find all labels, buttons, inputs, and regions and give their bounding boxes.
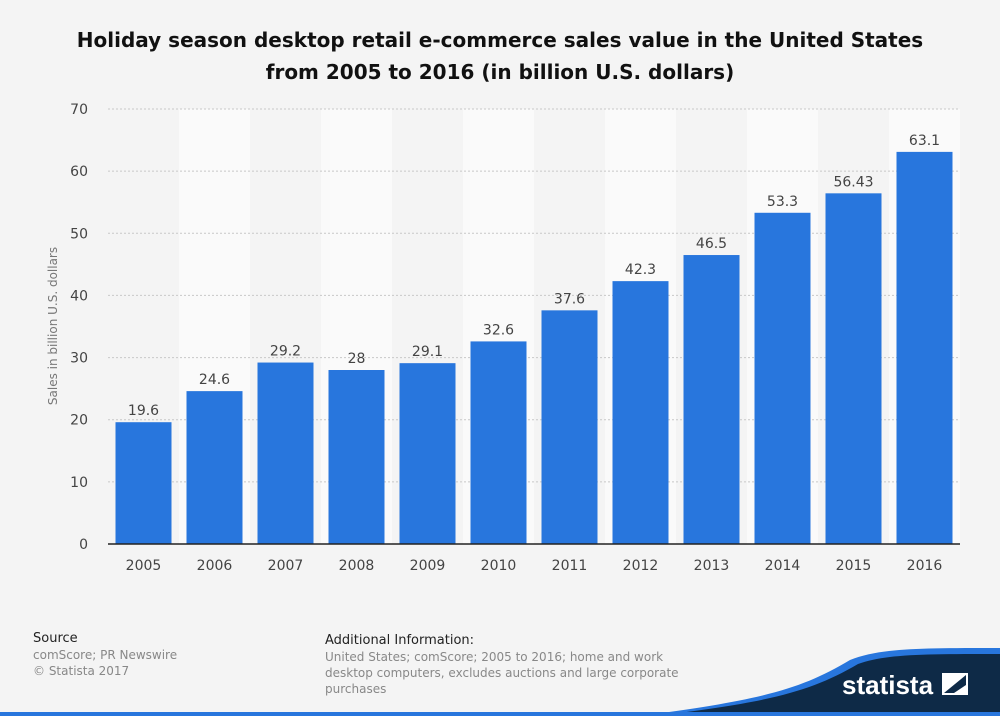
- bar-2005: [115, 422, 172, 544]
- x-tick-label: 2016: [907, 558, 943, 574]
- x-tick-label: 2010: [481, 558, 517, 574]
- data-label-2007: 29.2: [270, 344, 301, 360]
- data-label-2015: 56.43: [833, 174, 873, 190]
- additional-info-text: United States; comScore; 2005 to 2016; h…: [325, 650, 679, 696]
- bar-2012: [612, 281, 669, 544]
- bar-2016: [896, 151, 953, 544]
- bar-2007: [257, 362, 314, 544]
- additional-info-block: Additional Information: United States; c…: [325, 633, 705, 697]
- x-tick-label: 2006: [197, 558, 233, 574]
- data-label-2006: 24.6: [199, 372, 230, 388]
- y-tick-label: 60: [70, 164, 88, 180]
- data-label-2009: 29.1: [412, 344, 443, 360]
- bar-2014: [754, 212, 811, 544]
- x-tick-label: 2014: [765, 558, 801, 574]
- source-label: Source: [33, 631, 78, 646]
- y-tick-label: 20: [70, 413, 88, 429]
- copyright: © Statista 2017: [33, 664, 130, 678]
- x-tick-label: 2007: [268, 558, 304, 574]
- data-label-2005: 19.6: [128, 403, 159, 419]
- x-tick-label: 2015: [836, 558, 872, 574]
- data-label-2012: 42.3: [625, 262, 656, 278]
- x-tick-label: 2009: [410, 558, 446, 574]
- data-label-2016: 63.1: [909, 133, 940, 149]
- bar-2006: [186, 391, 243, 544]
- bar-2013: [683, 255, 740, 545]
- data-label-2010: 32.6: [483, 322, 514, 338]
- bar-2009: [399, 363, 456, 544]
- x-tick-label: 2012: [623, 558, 659, 574]
- bar-2010: [470, 341, 527, 544]
- y-tick-label: 50: [70, 226, 88, 242]
- bar-2008: [328, 370, 385, 544]
- x-tick-label: 2011: [552, 558, 588, 574]
- chart-title: Holiday season desktop retail e-commerce…: [76, 28, 924, 84]
- additional-info-label: Additional Information:: [325, 633, 475, 648]
- y-tick-label: 70: [70, 102, 88, 118]
- source-text[interactable]: comScore; PR Newswire: [33, 648, 178, 662]
- bar-2015: [825, 193, 882, 544]
- x-tick-label: 2013: [694, 558, 730, 574]
- data-label-2011: 37.6: [554, 291, 585, 307]
- source-block: Source comScore; PR Newswire © Statista …: [33, 631, 177, 679]
- x-tick-label: 2005: [126, 558, 162, 574]
- data-label-2008: 28: [348, 351, 366, 367]
- y-tick-label: 30: [70, 351, 88, 367]
- data-label-2013: 46.5: [696, 236, 727, 252]
- y-tick-label: 10: [70, 475, 88, 491]
- bar-2011: [541, 310, 598, 544]
- x-tick-label: 2008: [339, 558, 375, 574]
- data-label-2014: 53.3: [767, 194, 798, 210]
- y-axis-label: Sales in billion U.S. dollars: [46, 247, 60, 405]
- y-tick-label: 0: [79, 537, 88, 553]
- y-tick-label: 40: [70, 288, 88, 304]
